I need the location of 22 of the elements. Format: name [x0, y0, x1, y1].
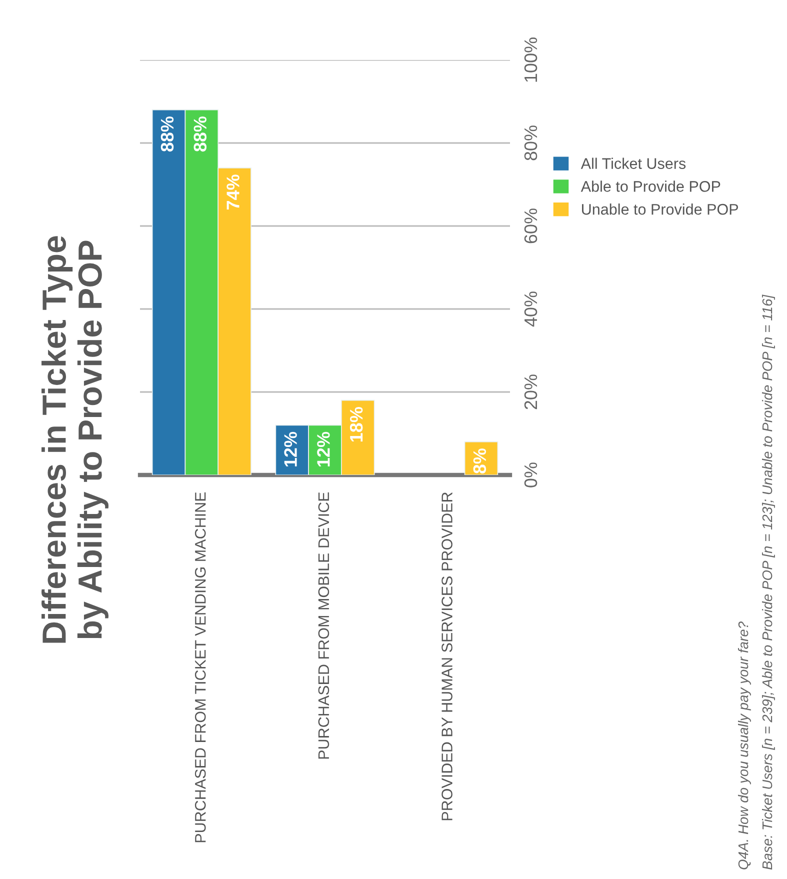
data-label: 88%	[160, 116, 174, 152]
data-label: 18%	[350, 407, 363, 442]
legend-label: All Ticket Users	[580, 158, 686, 169]
x-tick-label: PROVIDED BY HUMAN SERVICES PROVIDER	[442, 492, 452, 820]
data-label: 88%	[194, 116, 207, 152]
y-tick-label: 0%	[524, 462, 538, 488]
x-tick-label: PURCHASED FROM MOBILE DEVICE	[318, 492, 330, 759]
data-label: 12%	[284, 432, 297, 466]
text: Differences in Ticket Type by Ability to Provide POP	[42, 236, 108, 643]
data-label: 74%	[226, 174, 240, 210]
y-tick-label: 20%	[524, 374, 538, 410]
y-tick-label: 40%	[524, 292, 538, 327]
data-label: 8%	[473, 448, 486, 474]
legend-label: Unable to Provide POP	[582, 204, 738, 215]
text: Base: Ticket Users [n = 239]; Able to Provide POP [n = 123]; Unable to Provide POP [n = 116]	[762, 294, 775, 870]
text: Q4A. How do you usually pay your fare?	[738, 621, 751, 870]
legend-label: Able to Provide POP	[580, 180, 720, 192]
y-tick-label: 60%	[524, 208, 538, 244]
data-label: 12%	[317, 432, 330, 466]
x-tick-label: PURCHASED FROM TICKET VENDING MACHINE	[194, 492, 206, 842]
y-tick-label: 100%	[524, 38, 538, 82]
y-tick-label: 80%	[524, 126, 538, 160]
